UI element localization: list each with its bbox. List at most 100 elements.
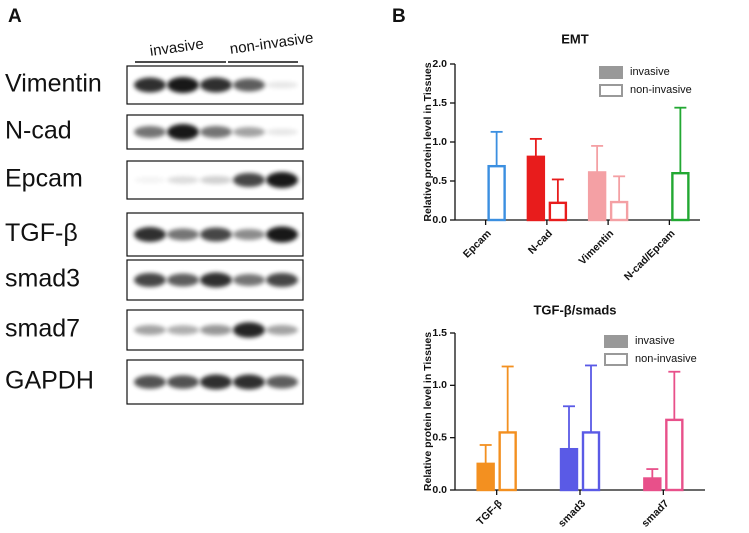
bar	[587, 171, 607, 222]
band	[200, 176, 232, 184]
row-label: Epcam	[5, 165, 83, 193]
band	[134, 126, 166, 138]
bar	[498, 431, 517, 492]
bar	[643, 477, 662, 492]
y-tick-label: 0.0	[432, 214, 447, 226]
band	[134, 77, 166, 93]
band	[200, 126, 232, 138]
band	[233, 229, 265, 240]
error-bar	[563, 405, 575, 450]
error-bar	[479, 444, 492, 464]
chart-title: TGF-β/smads	[533, 302, 616, 317]
x-tick-label: TGF-β	[474, 497, 505, 528]
x-tick-label: N-cad	[526, 228, 555, 257]
error-bar	[529, 137, 542, 157]
legend-label: non-invasive	[635, 353, 697, 365]
bar	[476, 462, 495, 492]
band	[134, 176, 166, 184]
band	[266, 128, 298, 136]
panel-label: B	[392, 6, 406, 27]
error-bar	[668, 370, 681, 420]
legend-swatch	[604, 353, 628, 366]
band	[233, 127, 265, 137]
legend-label: invasive	[635, 335, 675, 347]
error-bar	[613, 175, 626, 203]
legend-label: invasive	[630, 66, 670, 78]
bar	[671, 171, 690, 222]
x-tick-label: Vimentin	[577, 228, 617, 268]
band	[167, 124, 199, 140]
band	[266, 375, 298, 389]
band	[167, 176, 199, 184]
error-bar	[591, 144, 604, 173]
legend-swatch	[599, 84, 623, 97]
legend-swatch	[599, 66, 623, 79]
band	[167, 273, 199, 287]
band	[233, 322, 265, 338]
x-tick-label: smad3	[556, 497, 588, 529]
band	[200, 227, 232, 242]
row-label: N-cad	[5, 117, 72, 145]
band	[266, 172, 298, 188]
y-axis-label: Relative protein level in Tissues	[422, 332, 434, 491]
band	[134, 227, 166, 242]
y-tick-label: 1.0	[432, 379, 447, 391]
bar	[559, 447, 579, 492]
x-tick-label: smad7	[639, 497, 671, 529]
band	[167, 77, 199, 93]
bar	[581, 431, 601, 492]
panel-label: A	[8, 6, 22, 27]
band	[200, 324, 232, 336]
band	[200, 272, 232, 288]
error-bar	[674, 106, 687, 174]
row-label: smad7	[5, 315, 80, 343]
bar	[487, 164, 506, 222]
y-tick-label: 1.0	[432, 136, 447, 148]
band	[134, 375, 166, 389]
y-tick-label: 1.5	[432, 327, 447, 339]
y-tick-label: 0.0	[432, 484, 447, 496]
band	[167, 325, 199, 335]
band	[134, 325, 166, 335]
error-bar	[501, 365, 514, 433]
band	[200, 374, 232, 390]
x-tick-label: N-cad/Epcam	[622, 228, 678, 284]
column-label: invasive	[149, 36, 205, 60]
band	[266, 81, 298, 89]
band	[233, 173, 265, 187]
bar	[526, 155, 546, 222]
column-label: non-invasive	[229, 29, 315, 58]
y-tick-label: 1.5	[432, 97, 447, 109]
row-label: smad3	[5, 265, 80, 293]
error-bar	[490, 130, 503, 167]
error-bar	[646, 468, 659, 479]
band	[266, 273, 298, 287]
y-tick-label: 2.0	[432, 58, 447, 70]
row-label: TGF-β	[5, 219, 78, 247]
western-blot: invasive non-invasive Vimentin N-cad Epcam TG…	[5, 29, 315, 405]
row-label: Vimentin	[5, 70, 102, 98]
band	[167, 228, 199, 241]
band	[200, 77, 232, 93]
chart-title: EMT	[561, 31, 589, 46]
band	[134, 273, 166, 287]
error-bar	[551, 178, 564, 203]
band	[233, 274, 265, 286]
row-label: GAPDH	[5, 367, 94, 395]
legend-label: non-invasive	[630, 84, 692, 96]
bar	[665, 418, 684, 492]
band	[167, 375, 199, 389]
error-bar	[585, 364, 597, 433]
bar	[609, 200, 629, 222]
y-tick-label: 0.5	[432, 431, 447, 443]
band	[266, 226, 298, 243]
x-tick-label: Epcam	[461, 228, 494, 261]
legend-swatch	[604, 335, 628, 348]
y-axis-label: Relative protein level in Tissues	[422, 62, 434, 221]
bar	[548, 201, 568, 222]
band	[266, 325, 298, 335]
y-tick-label: 0.5	[432, 175, 447, 187]
band	[233, 78, 265, 92]
